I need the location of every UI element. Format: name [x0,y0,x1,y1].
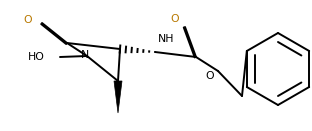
Text: O: O [171,14,179,24]
Text: O: O [206,71,214,81]
Text: N: N [81,50,89,60]
Text: NH: NH [158,34,174,44]
Polygon shape [114,81,122,113]
Text: O: O [24,15,32,25]
Text: HO: HO [28,52,45,62]
